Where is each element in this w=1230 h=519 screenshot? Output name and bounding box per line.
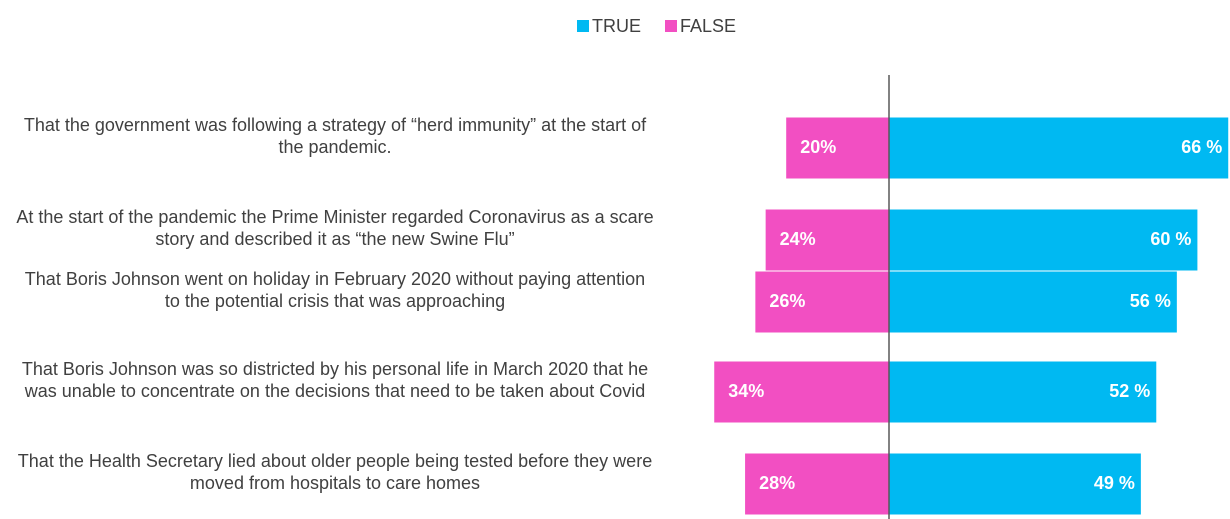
category-label: That the Health Secretary lied about old…: [17, 451, 653, 493]
bar: [889, 361, 1157, 423]
bar: [755, 271, 889, 333]
data-label: 20%: [800, 137, 836, 157]
category-label: That Boris Johnson went on holiday in Fe…: [24, 269, 646, 311]
data-label: 34%: [728, 381, 764, 401]
bar: [889, 209, 1198, 271]
data-label: 24%: [780, 229, 816, 249]
data-label: 56 %: [1130, 291, 1171, 311]
bar: [745, 453, 889, 515]
data-label: 66 %: [1181, 137, 1222, 157]
bar: [889, 117, 1229, 179]
bar: [765, 209, 889, 271]
legend-label: TRUE: [592, 16, 641, 36]
category-label: That the government was following a stra…: [23, 115, 647, 157]
legend-label: FALSE: [680, 16, 736, 36]
data-label: 60 %: [1150, 229, 1191, 249]
data-label: 52 %: [1109, 381, 1150, 401]
data-label: 49 %: [1094, 473, 1135, 493]
category-label: At the start of the pandemic the Prime M…: [16, 207, 654, 249]
bar: [889, 453, 1141, 515]
bar: [786, 117, 889, 179]
category-label: That Boris Johnson was so districted by …: [21, 359, 649, 401]
data-label: 28%: [759, 473, 795, 493]
legend-swatch: [577, 20, 589, 32]
bar: [889, 271, 1177, 333]
bar: [714, 361, 889, 423]
legend-swatch: [665, 20, 677, 32]
data-label: 26%: [769, 291, 805, 311]
